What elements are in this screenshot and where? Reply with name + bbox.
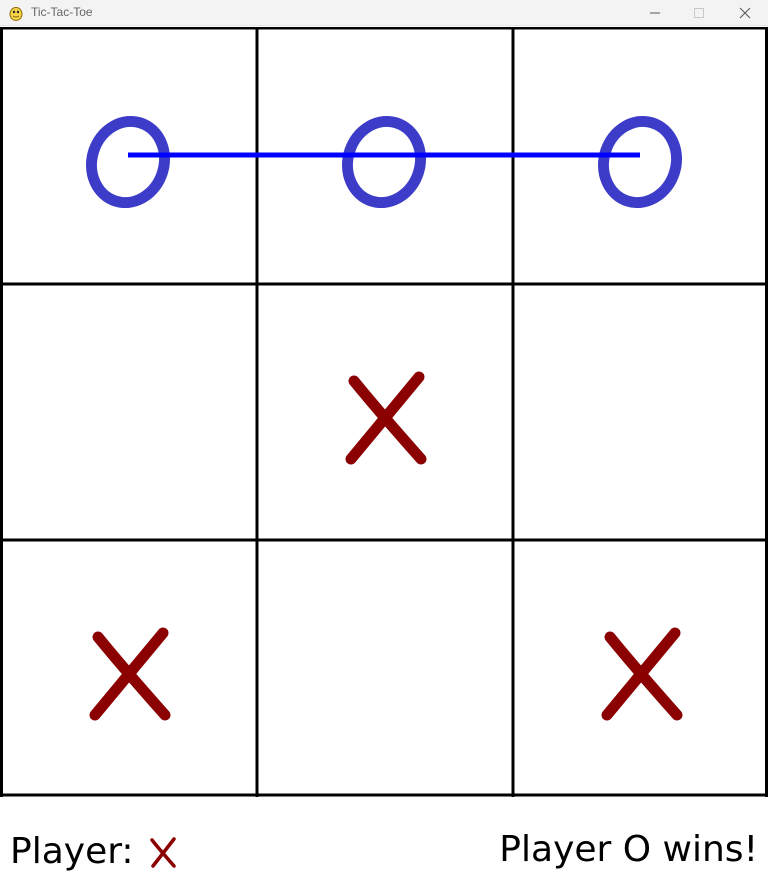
x-mark — [601, 627, 683, 721]
x-mark — [149, 837, 176, 868]
maximize-button[interactable] — [676, 0, 722, 25]
game-board — [0, 27, 768, 797]
x-mark — [89, 627, 171, 721]
minimize-icon — [650, 12, 660, 13]
o-mark — [597, 115, 683, 209]
window-title: Tic-Tac-Toe — [31, 5, 93, 19]
maximize-icon — [694, 7, 704, 18]
current-player-mark — [149, 837, 176, 868]
python-snake-icon — [9, 7, 23, 21]
board-cell-1-2[interactable] — [512, 283, 768, 539]
x-mark — [345, 371, 427, 465]
current-player-status: Player: — [10, 828, 178, 876]
minimize-button[interactable] — [632, 0, 678, 25]
board-canvas — [0, 27, 768, 797]
player-label: Player: — [10, 831, 134, 872]
title-bar[interactable]: Tic-Tac-Toe — [0, 0, 768, 26]
game-result: Player O wins! — [499, 829, 758, 870]
board-cell-2-1[interactable] — [256, 539, 512, 795]
close-button[interactable] — [722, 0, 768, 25]
board-cell-1-0[interactable] — [0, 283, 256, 539]
o-mark — [85, 115, 171, 209]
o-mark — [341, 115, 427, 209]
close-icon — [739, 7, 751, 18]
